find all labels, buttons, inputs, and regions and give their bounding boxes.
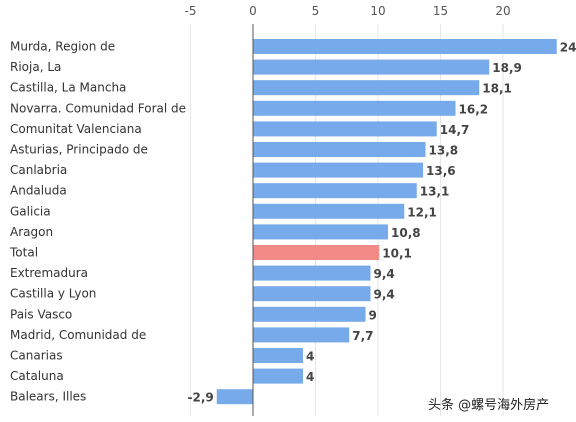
category-label: Total (9, 246, 38, 260)
bar (253, 368, 303, 384)
bar (253, 327, 350, 343)
data-label: 13,8 (429, 144, 459, 158)
bar (253, 348, 303, 363)
category-label: Cataluna (10, 369, 64, 383)
bar (253, 39, 557, 54)
bar (253, 245, 380, 260)
bar (253, 80, 480, 96)
category-label: Balears, Illes (10, 390, 86, 404)
data-label: 16,2 (459, 102, 489, 116)
data-label: 9 (369, 308, 377, 322)
category-label: Murda, Region de (10, 40, 115, 54)
category-label: Comunitat Valenciana (10, 122, 142, 136)
data-label: 4 (306, 370, 314, 384)
category-label: Novarra. Comunidad Foral de (10, 101, 186, 115)
x-tick-label: -5 (185, 4, 197, 18)
bar (253, 142, 426, 157)
data-label: 10,8 (391, 226, 421, 240)
data-label: 24,3 (560, 41, 576, 55)
data-label: 9,4 (374, 267, 395, 281)
x-tick-label: 10 (370, 4, 385, 18)
data-label: 14,7 (440, 123, 470, 137)
bar (253, 306, 366, 322)
bar (253, 183, 417, 199)
data-label: 12,1 (407, 205, 437, 219)
data-label: -2,9 (188, 391, 214, 405)
data-label: 13,6 (426, 164, 456, 178)
x-tick-label: 5 (312, 4, 320, 18)
x-tick-label: 15 (433, 4, 448, 18)
bar (216, 389, 253, 405)
x-tick-label: 0 (249, 4, 257, 18)
data-label: 18,1 (482, 82, 512, 96)
category-label: Extremadura (10, 266, 88, 280)
category-label: Asturias, Principado de (10, 143, 148, 157)
category-label: Canlabria (10, 163, 67, 177)
bar (253, 100, 456, 116)
data-label: 18,9 (492, 61, 522, 75)
bar (253, 121, 437, 137)
data-label: 13,1 (420, 185, 450, 199)
category-label: Castilla, La Mancha (10, 81, 126, 95)
category-label: Galicia (10, 204, 51, 218)
category-label: Aragon (10, 225, 53, 239)
data-label: 7,7 (352, 329, 373, 343)
bar (253, 265, 371, 281)
bar (253, 224, 388, 240)
category-label: Andaluda (10, 184, 67, 198)
category-label: Pais Vasco (10, 307, 72, 321)
x-tick-label: 20 (495, 4, 510, 18)
category-label: Madrid, Comunidad de (10, 328, 146, 342)
bar (253, 59, 490, 75)
data-label: 9,4 (374, 288, 395, 302)
data-label: 10,1 (382, 247, 412, 261)
bar (253, 162, 423, 178)
category-label: Canarias (10, 349, 63, 363)
watermark-text: 头条 @螺号海外房产 (428, 398, 550, 413)
data-label: 4 (306, 350, 314, 364)
bar (253, 286, 371, 302)
bar (253, 203, 405, 219)
category-label: Castilla y Lyon (10, 287, 96, 301)
category-label: Rioja, La (10, 60, 61, 74)
